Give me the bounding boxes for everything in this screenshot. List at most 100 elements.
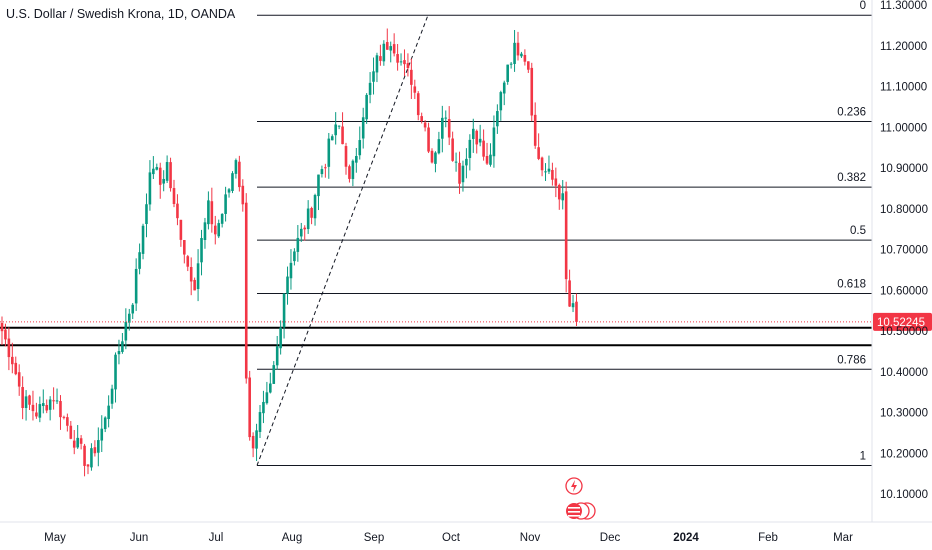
price-tick-label: 11.20000 bbox=[880, 41, 927, 53]
candle bbox=[7, 327, 11, 371]
candle bbox=[427, 122, 430, 154]
candle bbox=[241, 179, 245, 212]
candle bbox=[176, 194, 179, 226]
trend-line-dashed[interactable] bbox=[256, 15, 429, 466]
candle bbox=[269, 372, 272, 394]
candle bbox=[451, 131, 454, 162]
candle bbox=[310, 206, 313, 225]
candle-body bbox=[571, 303, 575, 308]
candle-body bbox=[238, 161, 241, 188]
candle-body bbox=[134, 268, 138, 304]
last-price-badge[interactable] bbox=[873, 312, 932, 331]
candle bbox=[203, 217, 207, 249]
candle bbox=[327, 132, 331, 179]
candle bbox=[24, 390, 28, 421]
candle bbox=[437, 131, 441, 155]
candle bbox=[499, 90, 503, 121]
candle-body bbox=[97, 440, 100, 453]
fib-retracement[interactable]: 0 0.236 0.382 0.5 0.618 0.786 1 bbox=[257, 0, 872, 466]
candle bbox=[207, 191, 210, 230]
time-tick-label: Mar bbox=[833, 532, 853, 544]
candle bbox=[423, 120, 427, 132]
time-tick-label: Dec bbox=[600, 532, 621, 544]
candle bbox=[293, 248, 296, 266]
candle-body bbox=[148, 172, 152, 205]
candle-body bbox=[121, 341, 124, 352]
candle-body bbox=[489, 154, 492, 165]
candle-body bbox=[255, 430, 258, 449]
candle-body bbox=[468, 139, 472, 158]
candle bbox=[492, 115, 496, 168]
candle bbox=[365, 93, 368, 124]
candle-body bbox=[52, 400, 55, 402]
candle-body bbox=[496, 111, 499, 127]
candle-body bbox=[434, 152, 437, 164]
candle bbox=[523, 49, 527, 66]
candle bbox=[379, 44, 382, 66]
candle bbox=[382, 40, 386, 66]
candle bbox=[561, 180, 565, 210]
candle bbox=[38, 396, 42, 423]
horizontal-lines[interactable] bbox=[0, 326, 872, 347]
candle-body bbox=[38, 404, 42, 418]
price-tick-label: 10.90000 bbox=[880, 163, 928, 175]
candle-body bbox=[303, 227, 307, 230]
candle-body bbox=[358, 140, 362, 156]
candle-body bbox=[324, 167, 327, 169]
candle bbox=[320, 165, 324, 178]
candle bbox=[482, 129, 485, 161]
candle-body bbox=[437, 139, 441, 154]
flag-icon[interactable] bbox=[563, 500, 597, 522]
candle bbox=[272, 361, 276, 384]
candle bbox=[69, 421, 73, 440]
candle-body bbox=[275, 346, 279, 366]
candle bbox=[258, 404, 262, 438]
candle bbox=[368, 72, 372, 104]
candle bbox=[189, 257, 193, 296]
candle bbox=[262, 390, 265, 424]
candle-body bbox=[465, 158, 468, 166]
candle-body bbox=[186, 256, 190, 267]
candle bbox=[155, 163, 159, 171]
candle bbox=[337, 125, 341, 130]
candle bbox=[248, 370, 251, 441]
candle-body bbox=[100, 428, 104, 441]
candle bbox=[107, 395, 110, 428]
candle-body bbox=[458, 162, 461, 184]
candle-body bbox=[327, 138, 331, 167]
candle-body bbox=[7, 338, 11, 358]
candle-body bbox=[379, 56, 382, 61]
candle-body bbox=[262, 401, 265, 414]
candle bbox=[172, 179, 176, 208]
candle-body bbox=[62, 416, 66, 418]
time-axis[interactable]: May Jun Jul Aug Sep Oct Nov Dec 2024 Feb Mar bbox=[0, 521, 932, 544]
candle bbox=[183, 239, 186, 264]
candle-body bbox=[451, 138, 454, 161]
candle-body bbox=[296, 237, 300, 252]
candle-body bbox=[485, 155, 489, 164]
price-axis[interactable]: 11.4000011.3000011.2000011.1000011.00000… bbox=[871, 0, 928, 522]
candle-body bbox=[344, 146, 348, 167]
time-tick-label: Jul bbox=[209, 532, 224, 544]
candle-body bbox=[516, 42, 520, 56]
candle-body bbox=[502, 82, 506, 94]
candle bbox=[152, 156, 155, 180]
candle-body bbox=[14, 362, 18, 375]
candle-body bbox=[110, 388, 114, 404]
candle-body bbox=[69, 425, 73, 439]
candle-body bbox=[413, 86, 417, 93]
candle bbox=[465, 148, 468, 179]
candle-body bbox=[169, 162, 172, 189]
candle bbox=[406, 53, 410, 77]
candle-body bbox=[389, 46, 393, 51]
candle-body bbox=[293, 251, 296, 262]
candle-body bbox=[282, 293, 286, 328]
flash-icon[interactable] bbox=[565, 477, 583, 495]
candle bbox=[124, 308, 128, 350]
candle bbox=[551, 162, 554, 186]
candle bbox=[165, 155, 169, 184]
candle-body bbox=[28, 395, 31, 405]
trend-line[interactable] bbox=[256, 15, 429, 466]
candle bbox=[330, 134, 334, 141]
